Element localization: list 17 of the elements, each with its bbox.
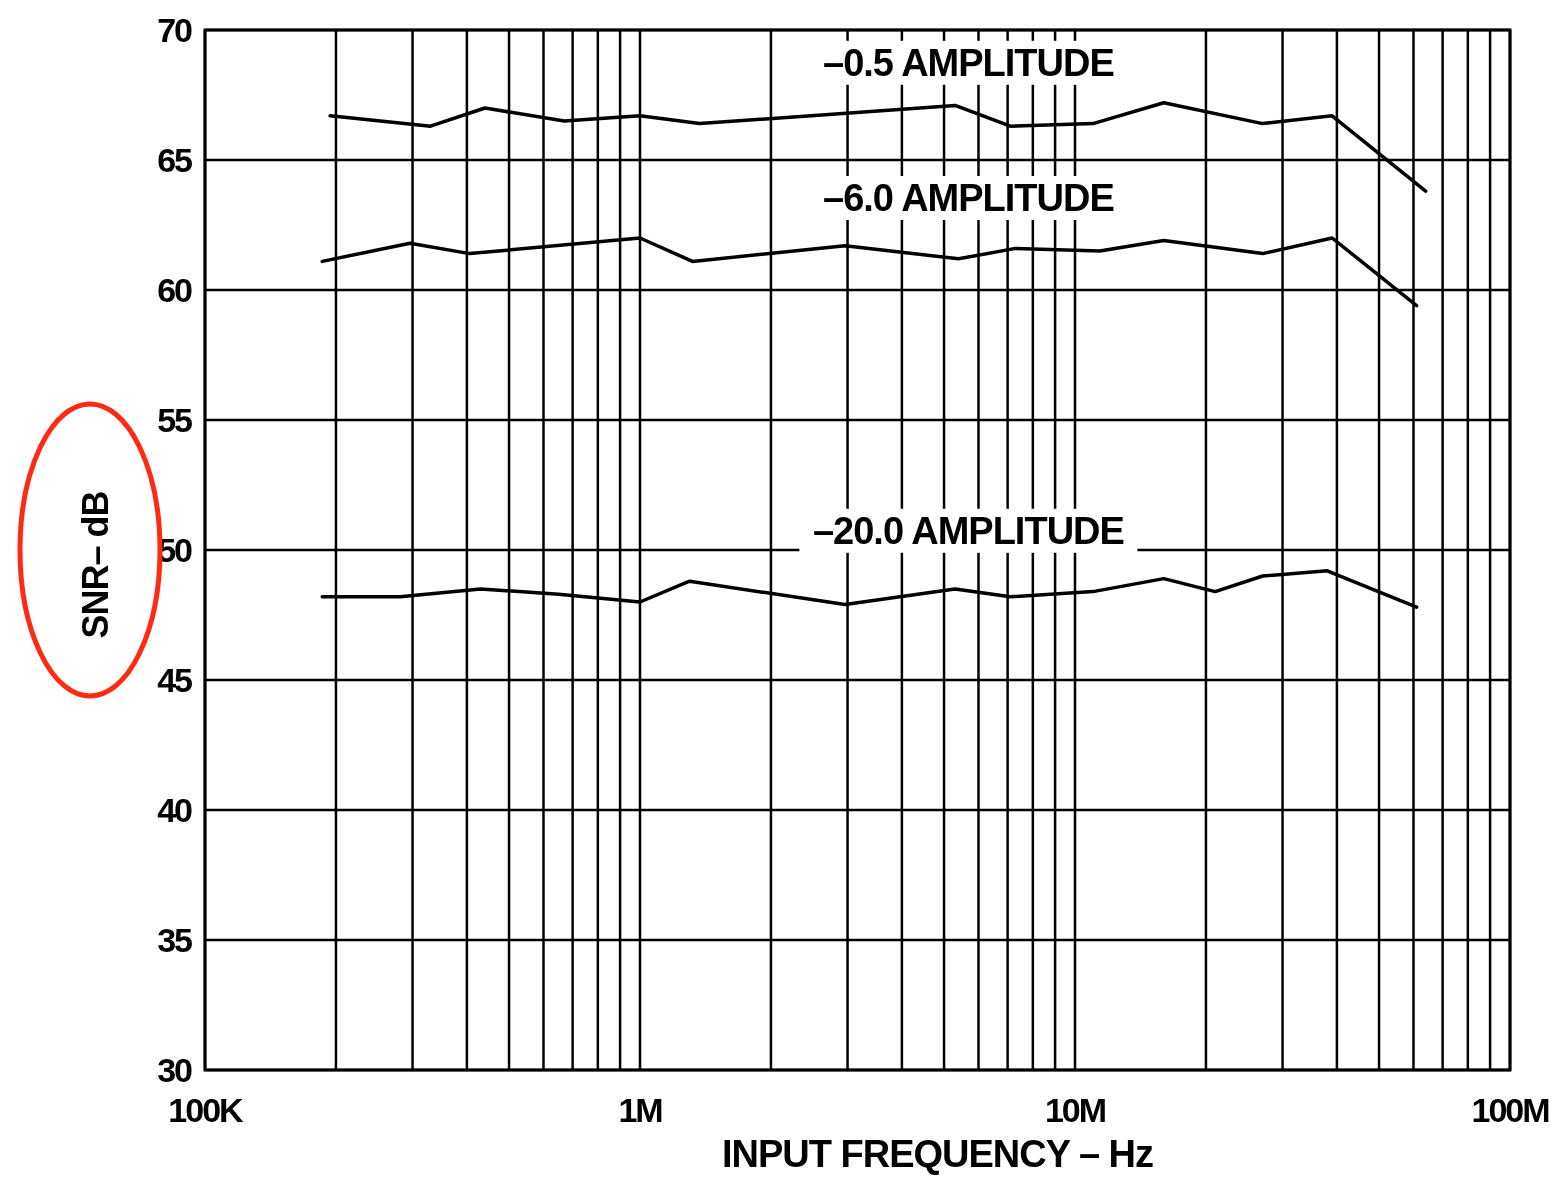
y-tick-label: 65: [157, 141, 193, 179]
x-tick-label: 10M: [1044, 1091, 1106, 1129]
x-axis-title: INPUT FREQUENCY – Hz: [721, 1133, 1154, 1175]
annotation: –20.0 AMPLITUDE: [812, 509, 1124, 552]
y-tick-label: 40: [157, 791, 193, 829]
y-tick-label: 60: [157, 271, 193, 309]
annotation: –6.0 AMPLITUDE: [823, 177, 1114, 219]
y-axis-title: SNR– dB: [75, 491, 116, 639]
x-tick-label: 100K: [168, 1091, 245, 1129]
y-tick-label: 45: [157, 661, 193, 699]
annotation: –0.5 AMPLITUDE: [823, 41, 1114, 84]
x-tick-label: 1M: [618, 1091, 663, 1129]
y-tick-label: 30: [157, 1051, 193, 1089]
y-tick-label: 35: [157, 921, 193, 959]
y-tick-label: 55: [157, 401, 193, 439]
y-tick-label: 70: [157, 11, 193, 49]
x-tick-label: 100M: [1471, 1091, 1550, 1129]
